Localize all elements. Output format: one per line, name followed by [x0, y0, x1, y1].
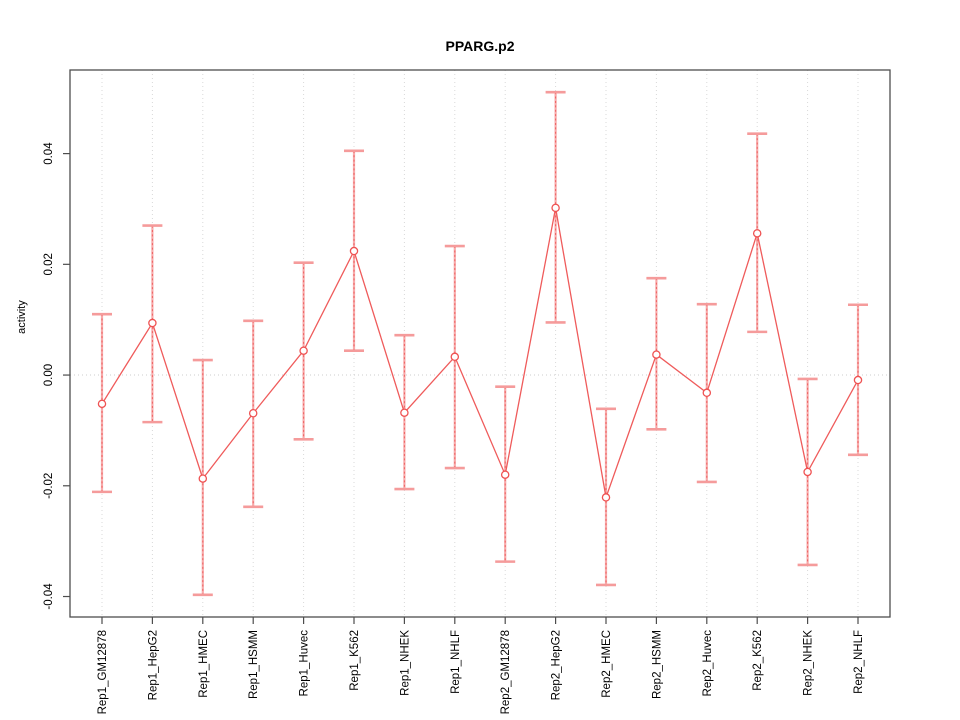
- category-label: Rep1_K562: [349, 630, 361, 691]
- data-point: [299, 346, 308, 355]
- category-label: Rep1_NHLF: [450, 630, 462, 694]
- x-gridlines: [101, 70, 859, 617]
- data-point: [198, 474, 208, 483]
- data-point: [148, 318, 157, 328]
- category-label: Rep2_HMEC: [601, 630, 613, 698]
- data-point: [500, 470, 510, 479]
- series-line: [101, 207, 859, 500]
- y-tick-label: 0.02: [43, 253, 55, 275]
- y-axis: -0.04 -0.02 0.00 0.02 0.04: [43, 142, 70, 610]
- data-point: [97, 399, 107, 409]
- category-label: Rep1_GM12878: [97, 630, 109, 714]
- data-point: [248, 409, 258, 418]
- category-label: Rep2_NHLF: [853, 630, 865, 694]
- data-point: [702, 388, 712, 398]
- category-label: Rep2_K562: [752, 630, 764, 691]
- y-tick-label: 0.00: [43, 364, 55, 386]
- x-axis: Rep1_GM12878 Rep1_HepG2 Rep1_HMEC Rep1_HSMM…: [97, 617, 865, 714]
- plot-frame: [69, 69, 891, 618]
- y-tick-label: 0.04: [43, 142, 55, 165]
- data-point: [450, 352, 460, 362]
- data-points: [97, 203, 863, 502]
- category-label: Rep2_NHEK: [803, 630, 815, 696]
- category-label: Rep1_HepG2: [147, 630, 159, 700]
- y-tick-label: -0.04: [43, 583, 55, 610]
- category-label: Rep1_Huvec: [299, 630, 311, 697]
- category-label: Rep1_HMEC: [198, 630, 210, 698]
- category-label: Rep2_GM12878: [500, 630, 512, 714]
- data-point: [853, 375, 863, 385]
- data-point: [803, 467, 812, 477]
- category-label: Rep1_NHEK: [399, 630, 411, 696]
- data-point: [652, 350, 661, 359]
- category-label: Rep2_Huvec: [702, 630, 714, 697]
- error-bars: [92, 90, 868, 597]
- y-tick-label: -0.02: [43, 473, 55, 499]
- category-label: Rep1_HSMM: [248, 630, 260, 699]
- data-point: [551, 203, 560, 213]
- category-label: Rep2_HSMM: [651, 630, 663, 699]
- chart-title: PPARG.p2: [445, 38, 515, 54]
- data-point: [400, 408, 409, 417]
- data-point: [601, 493, 611, 502]
- category-label: Rep2_HepG2: [551, 630, 563, 700]
- data-point: [349, 246, 359, 256]
- data-point: [752, 229, 762, 238]
